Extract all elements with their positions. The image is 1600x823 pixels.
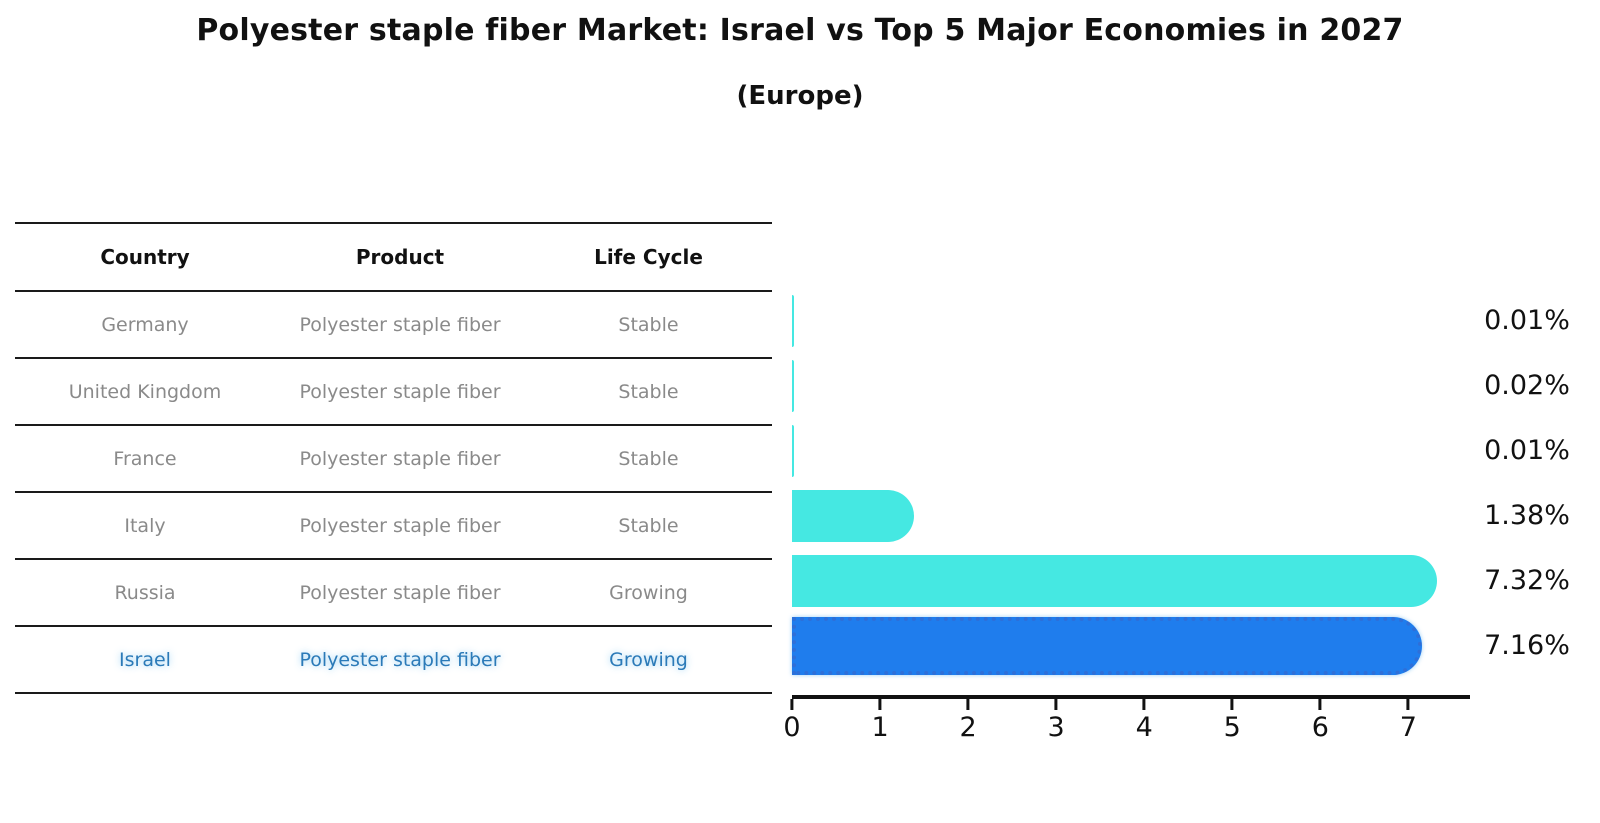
tick-mark bbox=[1230, 699, 1234, 710]
chart-subtitle: (Europe) bbox=[736, 81, 864, 111]
country-cell: Russia bbox=[114, 581, 176, 604]
value-label-united-kingdom: 0.02% bbox=[1484, 370, 1570, 401]
value-label-germany: 0.01% bbox=[1484, 305, 1570, 336]
bar-russia bbox=[792, 554, 1437, 607]
x-tick-5: 5 bbox=[1224, 699, 1241, 743]
chart-title: Polyester staple fiber Market: Israel vs… bbox=[196, 13, 1404, 48]
country-cell: France bbox=[113, 447, 177, 470]
life-cycle-cell: Stable bbox=[618, 380, 679, 403]
tick-label: 3 bbox=[1047, 712, 1065, 743]
tick-label: 1 bbox=[871, 712, 889, 743]
table-row-france: France Polyester staple fiber Stable bbox=[15, 426, 772, 493]
x-tick-4: 4 bbox=[1136, 699, 1153, 743]
bar-row-russia bbox=[792, 548, 1470, 613]
life-cycle-cell: Stable bbox=[618, 514, 679, 537]
table-row-germany: Germany Polyester staple fiber Stable bbox=[15, 292, 772, 359]
value-label-column: 0.01% 0.02% 0.01% 1.38% 7.32% 7.16% bbox=[1472, 288, 1582, 678]
tick-mark bbox=[790, 699, 794, 710]
product-cell: Polyester staple fiber bbox=[299, 648, 501, 671]
tick-mark bbox=[1318, 699, 1322, 710]
tick-mark bbox=[878, 699, 882, 710]
tick-label: 2 bbox=[959, 712, 977, 743]
bar-france bbox=[792, 424, 795, 477]
bar-row-france bbox=[792, 418, 1470, 483]
bar-row-italy bbox=[792, 483, 1470, 548]
header-country: Country bbox=[100, 245, 190, 269]
bar-row-germany bbox=[792, 288, 1470, 353]
bar-united-kingdom bbox=[792, 359, 795, 412]
life-cycle-cell: Stable bbox=[618, 447, 679, 470]
country-cell: Germany bbox=[101, 313, 189, 336]
x-tick-3: 3 bbox=[1048, 699, 1065, 743]
x-tick-0: 0 bbox=[783, 699, 801, 743]
x-axis-line bbox=[792, 695, 1470, 699]
header-life-cycle: Life Cycle bbox=[594, 245, 703, 269]
product-cell: Polyester staple fiber bbox=[299, 313, 501, 336]
tick-label: 0 bbox=[783, 712, 801, 743]
country-cell: United Kingdom bbox=[68, 380, 222, 403]
product-cell: Polyester staple fiber bbox=[299, 447, 501, 470]
tick-label: 5 bbox=[1223, 712, 1241, 743]
tick-mark bbox=[1054, 699, 1058, 710]
bar-plot-area bbox=[792, 288, 1470, 678]
life-cycle-cell: Growing bbox=[609, 581, 688, 604]
tick-mark bbox=[1406, 699, 1410, 710]
x-axis-ticks: 0 1 2 3 4 5 6 7 bbox=[783, 699, 1470, 749]
x-tick-6: 6 bbox=[1312, 699, 1329, 743]
life-cycle-cell: Stable bbox=[618, 313, 679, 336]
country-cell: Italy bbox=[124, 514, 166, 537]
value-label-russia: 7.32% bbox=[1484, 565, 1570, 596]
x-tick-7: 7 bbox=[1400, 699, 1417, 743]
bar-row-united-kingdom bbox=[792, 353, 1470, 418]
header-product: Product bbox=[355, 245, 445, 269]
tick-label: 4 bbox=[1135, 712, 1153, 743]
country-table: Country Product Life Cycle Germany Polye… bbox=[15, 222, 772, 694]
country-cell: Israel bbox=[119, 648, 171, 671]
tick-label: 7 bbox=[1399, 712, 1417, 743]
life-cycle-cell: Growing bbox=[609, 648, 688, 671]
bar-germany bbox=[792, 294, 795, 347]
table-row-russia: Russia Polyester staple fiber Growing bbox=[15, 560, 772, 627]
bar-italy bbox=[792, 489, 914, 542]
bar-israel bbox=[792, 616, 1423, 675]
product-cell: Polyester staple fiber bbox=[299, 581, 501, 604]
table-row-italy: Italy Polyester staple fiber Stable bbox=[15, 493, 772, 560]
tick-label: 6 bbox=[1311, 712, 1329, 743]
table-header-row: Country Product Life Cycle bbox=[15, 222, 772, 292]
tick-mark bbox=[1142, 699, 1146, 710]
table-row-united-kingdom: United Kingdom Polyester staple fiber St… bbox=[15, 359, 772, 426]
table-row-israel: Israel Polyester staple fiber Growing bbox=[15, 627, 772, 694]
tick-mark bbox=[966, 699, 970, 710]
value-label-france: 0.01% bbox=[1484, 435, 1570, 466]
x-tick-2: 2 bbox=[960, 699, 977, 743]
bar-row-israel bbox=[792, 613, 1470, 678]
x-tick-1: 1 bbox=[871, 699, 889, 743]
product-cell: Polyester staple fiber bbox=[299, 514, 501, 537]
value-label-israel: 7.16% bbox=[1484, 630, 1570, 661]
product-cell: Polyester staple fiber bbox=[299, 380, 501, 403]
value-label-italy: 1.38% bbox=[1484, 500, 1570, 531]
